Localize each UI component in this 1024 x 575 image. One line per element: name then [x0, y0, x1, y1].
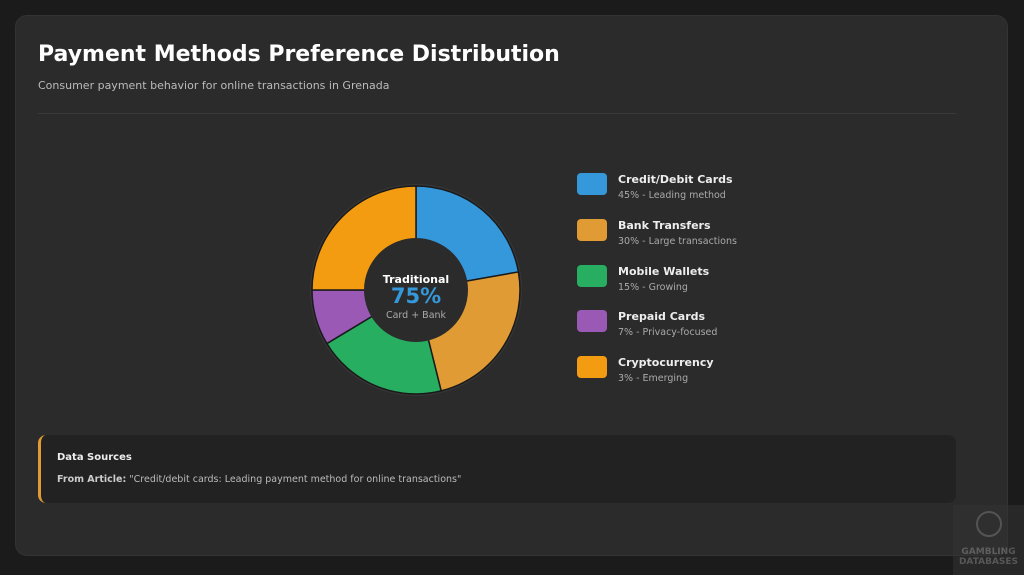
- legend-desc: 45% - Leading method: [618, 190, 726, 201]
- legend-swatch: [577, 310, 607, 333]
- legend-swatch: [577, 356, 607, 379]
- center-label: Traditional: [383, 273, 449, 286]
- legend-desc: 7% - Privacy-focused: [618, 327, 718, 339]
- sources-heading: Data Sources: [57, 452, 132, 463]
- legend-swatch: [577, 264, 607, 287]
- donut-chart: Traditional 75% Card + Bank: [310, 184, 522, 396]
- legend-item: Cryptocurrency 3% - Emerging: [577, 356, 737, 402]
- page-subtitle: Consumer payment behavior for online tra…: [38, 79, 390, 92]
- legend-item: Prepaid Cards 7% - Privacy-focused: [577, 310, 737, 356]
- data-sources-box: Data Sources From Article: "Credit/debit…: [38, 435, 956, 503]
- legend-desc: 3% - Emerging: [618, 373, 689, 385]
- outer-ring: [310, 184, 522, 396]
- center-caption: Card + Bank: [386, 310, 447, 321]
- legend-name: Bank Transfers: [618, 218, 711, 232]
- donut-hole: [364, 238, 468, 342]
- sources-label: From Article:: [57, 474, 127, 485]
- sources-quote: "Credit/debit cards: Leading payment met…: [129, 474, 462, 485]
- page-title: Payment Methods Preference Distribution: [38, 42, 560, 67]
- legend-name: Cryptocurrency: [618, 356, 714, 370]
- watermark-logo: GAMBLING DATABASES: [953, 505, 1024, 575]
- legend-item: Credit/Debit Cards 45% - Leading method: [577, 173, 737, 219]
- sources-text: From Article: "Credit/debit cards: Leadi…: [57, 474, 461, 485]
- legend-item: Bank Transfers 30% - Large transactions: [577, 218, 737, 265]
- legend-name: Mobile Wallets: [618, 264, 710, 278]
- legend: Credit/Debit Cards 45% - Leading method B…: [577, 173, 737, 402]
- legend-name: Prepaid Cards: [618, 310, 706, 324]
- legend-swatch: [577, 218, 607, 241]
- watermark-emblem-icon: [975, 511, 1002, 537]
- legend-name: Credit/Debit Cards: [618, 173, 733, 186]
- divider: [38, 113, 956, 114]
- legend-desc: 15% - Growing: [618, 281, 688, 293]
- center-value: 75%: [391, 284, 441, 308]
- legend-item: Mobile Wallets 15% - Growing: [577, 264, 737, 311]
- legend-swatch: [577, 173, 607, 195]
- legend-desc: 30% - Large transactions: [618, 235, 737, 247]
